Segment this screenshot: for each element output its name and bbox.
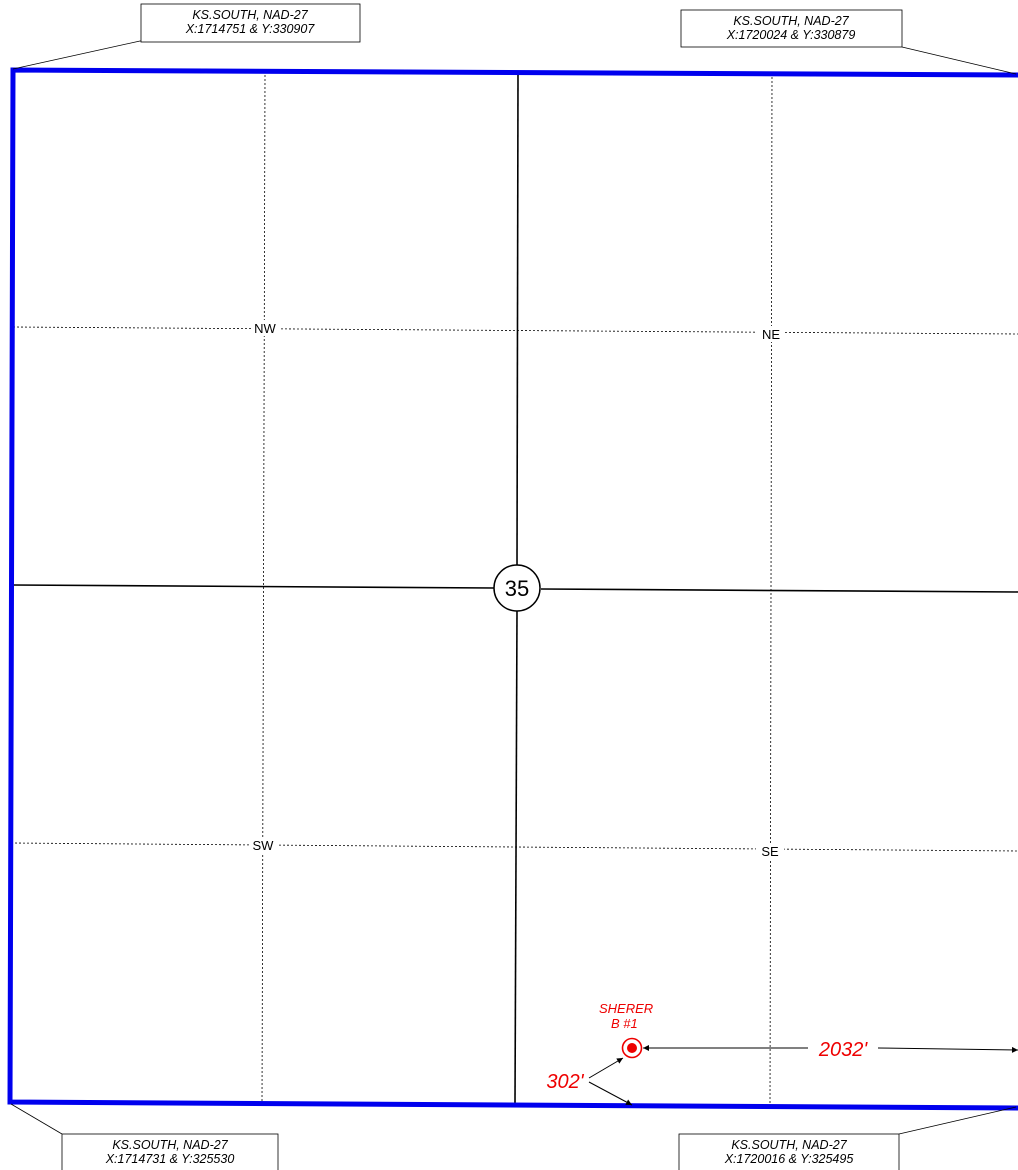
well-name-line1: SHERER [599, 1001, 653, 1016]
dimension-from-south: 302' [546, 1057, 633, 1106]
quarter-quarter-lines [10, 74, 1018, 1106]
corner-callout-top-left-line1: KS.SOUTH, NAD-27 [192, 8, 308, 22]
quarter-label-se: SE [761, 844, 779, 859]
corner-callout-bottom-left: KS.SOUTH, NAD-27 X:1714731 & Y:325530 [10, 1103, 279, 1170]
quarter-label-sw: SW [253, 838, 275, 853]
corner-callout-bottom-left-line2: X:1714731 & Y:325530 [105, 1152, 235, 1166]
dimension-south-leader-up [588, 1057, 624, 1079]
quarter-lines [11, 74, 1018, 1104]
section-boundary [7, 67, 1018, 1111]
quarter-line-west [11, 584, 495, 589]
corner-callout-bottom-right-line2: X:1720016 & Y:325495 [724, 1152, 854, 1166]
qq-line-horizontal-north [12, 326, 1018, 335]
dimension-from-east: 2032' [643, 1039, 1018, 1061]
corner-callout-bottom-left-line1: KS.SOUTH, NAD-27 [112, 1138, 228, 1152]
well-symbol-dot [627, 1043, 637, 1053]
qq-line-vertical-east [769, 76, 773, 1106]
corner-callout-top-right: KS.SOUTH, NAD-27 X:1720024 & Y:330879 [680, 9, 1017, 75]
corner-callout-top-right-line1: KS.SOUTH, NAD-27 [733, 14, 849, 28]
section-number: 35 [505, 576, 529, 601]
dimension-east-leader-right [877, 1046, 1018, 1053]
quarter-line-east [540, 588, 1018, 593]
qq-line-horizontal-south [10, 842, 1018, 852]
quarter-line-north [516, 74, 519, 567]
corner-callout-top-right-line2: X:1720024 & Y:330879 [726, 28, 856, 42]
corner-callout-top-left: KS.SOUTH, NAD-27 X:1714751 & Y:330907 [12, 3, 361, 70]
section-number-circle [493, 564, 541, 612]
corner-callout-bottom-right-line1: KS.SOUTH, NAD-27 [731, 1138, 847, 1152]
well-location: SHERER B #1 [599, 1001, 653, 1059]
quarter-line-south [514, 610, 518, 1104]
well-name-line2: B #1 [611, 1016, 638, 1031]
quarter-label-nw: NW [254, 321, 276, 336]
qq-line-vertical-west [261, 74, 266, 1104]
corner-callout-top-left-line2: X:1714751 & Y:330907 [185, 22, 316, 36]
corner-callout-bottom-right: KS.SOUTH, NAD-27 X:1720016 & Y:325495 [678, 1106, 1017, 1170]
dimension-from-east-label: 2032' [818, 1039, 868, 1061]
quarter-label-ne: NE [762, 327, 780, 342]
dimension-south-leader-down [588, 1081, 633, 1106]
dimension-from-south-label: 302' [546, 1071, 584, 1093]
